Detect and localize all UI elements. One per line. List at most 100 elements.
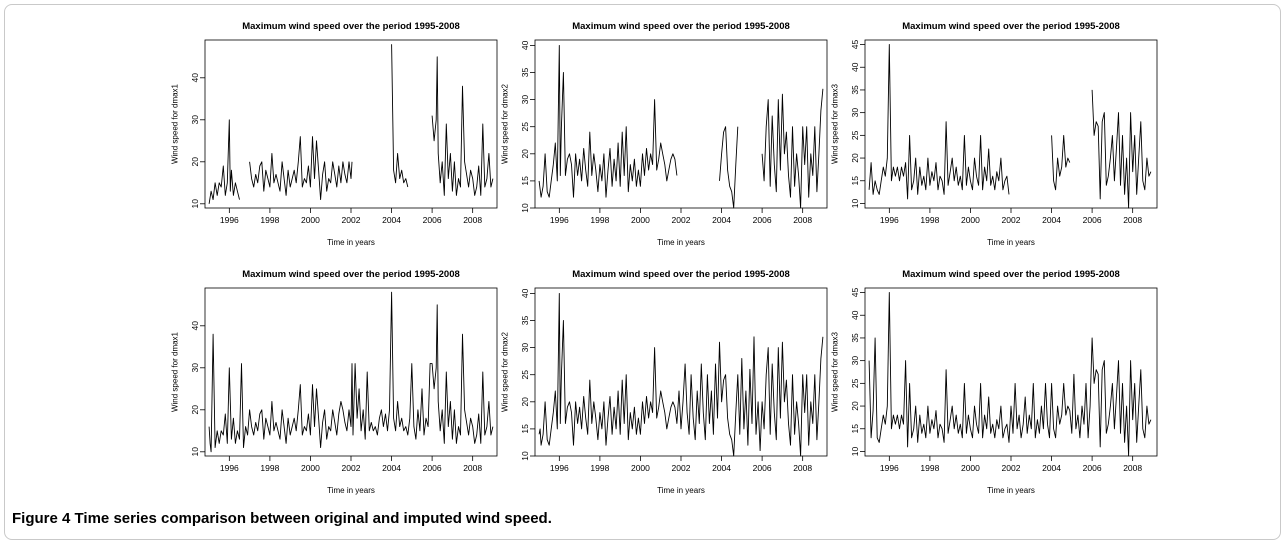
y-tick-label: 30 bbox=[850, 108, 860, 118]
x-tick-label: 2008 bbox=[1123, 463, 1142, 473]
series-line-segment-3 bbox=[1091, 89, 1152, 209]
chart-title: Maximum wind speed over the period 1995-… bbox=[572, 21, 790, 32]
y-tick-label: 20 bbox=[190, 405, 200, 415]
x-axis-label: Time in years bbox=[657, 238, 705, 247]
series-line-segment-4 bbox=[431, 56, 494, 196]
y-tick-label: 30 bbox=[520, 343, 530, 353]
chart-title: Maximum wind speed over the period 1995-… bbox=[902, 21, 1120, 32]
chart-panel-bottom-3: Maximum wind speed over the period 1995-… bbox=[831, 269, 1158, 495]
y-tick-label: 40 bbox=[850, 310, 860, 320]
x-tick-label: 2008 bbox=[463, 215, 482, 225]
y-tick-label: 30 bbox=[190, 115, 200, 125]
series-line-segment-2 bbox=[249, 136, 353, 201]
y-tick-label: 15 bbox=[520, 424, 530, 434]
y-tick-label: 10 bbox=[850, 198, 860, 208]
x-axis-label: Time in years bbox=[657, 486, 705, 495]
x-tick-label: 2006 bbox=[753, 463, 772, 473]
y-tick-label: 35 bbox=[520, 316, 530, 326]
caption-label: Figure 4 bbox=[12, 510, 71, 527]
y-axis-label: Wind speed for dmax3 bbox=[831, 83, 840, 164]
x-tick-label: 1996 bbox=[550, 463, 569, 473]
plot-frame bbox=[864, 39, 1158, 209]
x-tick-label: 2008 bbox=[793, 215, 812, 225]
figure-caption: Figure 4 Time series comparison between … bbox=[12, 510, 552, 527]
chart-title: Maximum wind speed over the period 1995-… bbox=[572, 269, 790, 280]
x-tick-label: 2004 bbox=[712, 215, 731, 225]
y-tick-label: 10 bbox=[190, 199, 200, 209]
x-tick-label: 1998 bbox=[260, 215, 279, 225]
x-tick-label: 1996 bbox=[880, 463, 899, 473]
y-tick-label: 40 bbox=[520, 288, 530, 298]
x-tick-label: 2002 bbox=[672, 463, 691, 473]
series-line-segment-1 bbox=[868, 292, 1152, 457]
y-tick-label: 20 bbox=[850, 401, 860, 411]
x-tick-label: 2004 bbox=[1042, 215, 1061, 225]
series-line-segment-1 bbox=[208, 291, 494, 453]
x-tick-label: 1998 bbox=[590, 215, 609, 225]
y-tick-label: 30 bbox=[190, 363, 200, 373]
x-tick-label: 2000 bbox=[631, 463, 650, 473]
series-line-segment-1 bbox=[538, 44, 678, 198]
y-tick-label: 40 bbox=[850, 62, 860, 72]
chart-title: Maximum wind speed over the period 1995-… bbox=[242, 269, 460, 280]
x-tick-label: 2000 bbox=[961, 463, 980, 473]
y-tick-label: 15 bbox=[520, 176, 530, 186]
caption-text: Time series comparison between original … bbox=[74, 510, 552, 527]
y-tick-label: 15 bbox=[850, 424, 860, 434]
y-tick-label: 40 bbox=[190, 321, 200, 331]
y-axis-label: Wind speed for dmax1 bbox=[171, 331, 180, 412]
x-tick-label: 2002 bbox=[1002, 463, 1021, 473]
x-tick-label: 1998 bbox=[920, 215, 939, 225]
y-axis-label: Wind speed for dmax2 bbox=[501, 83, 510, 164]
chart-panel-top-1: Maximum wind speed over the period 1995-… bbox=[171, 21, 498, 247]
chart-panel-top-2: Maximum wind speed over the period 1995-… bbox=[501, 21, 828, 247]
x-tick-label: 2006 bbox=[1083, 215, 1102, 225]
series-line-segment-1 bbox=[868, 44, 1010, 200]
chart-panel-bottom-2: Maximum wind speed over the period 1995-… bbox=[501, 269, 828, 495]
y-tick-label: 30 bbox=[520, 95, 530, 105]
y-tick-label: 45 bbox=[850, 40, 860, 50]
series-line-segment-2 bbox=[1051, 134, 1071, 191]
x-tick-label: 2000 bbox=[631, 215, 650, 225]
x-tick-label: 2008 bbox=[793, 463, 812, 473]
y-axis-label: Wind speed for dmax2 bbox=[501, 331, 510, 412]
y-tick-label: 25 bbox=[850, 130, 860, 140]
x-tick-label: 1996 bbox=[880, 215, 899, 225]
y-tick-label: 10 bbox=[850, 446, 860, 456]
chart-panel-top-3: Maximum wind speed over the period 1995-… bbox=[831, 21, 1158, 247]
x-tick-label: 2000 bbox=[301, 215, 320, 225]
x-tick-label: 2008 bbox=[463, 463, 482, 473]
plot-frame bbox=[864, 287, 1158, 457]
x-tick-label: 2004 bbox=[1042, 463, 1061, 473]
y-tick-label: 20 bbox=[520, 149, 530, 159]
y-tick-label: 10 bbox=[190, 447, 200, 457]
y-tick-label: 15 bbox=[850, 176, 860, 186]
x-tick-label: 2004 bbox=[382, 463, 401, 473]
y-tick-label: 25 bbox=[520, 370, 530, 380]
x-tick-label: 2006 bbox=[423, 463, 442, 473]
y-tick-label: 20 bbox=[190, 157, 200, 167]
y-axis-label: Wind speed for dmax3 bbox=[831, 331, 840, 412]
x-tick-label: 2002 bbox=[1002, 215, 1021, 225]
x-axis-label: Time in years bbox=[987, 238, 1035, 247]
chart-title: Maximum wind speed over the period 1995-… bbox=[902, 269, 1120, 280]
series-line-segment-3 bbox=[391, 44, 409, 188]
x-tick-label: 2000 bbox=[301, 463, 320, 473]
series-line-segment-1 bbox=[538, 292, 824, 457]
y-tick-label: 10 bbox=[520, 203, 530, 213]
x-tick-label: 2000 bbox=[961, 215, 980, 225]
figure-frame bbox=[4, 4, 1281, 540]
x-tick-label: 2004 bbox=[712, 463, 731, 473]
x-axis-label: Time in years bbox=[987, 486, 1035, 495]
y-tick-label: 40 bbox=[190, 73, 200, 83]
y-tick-label: 25 bbox=[850, 378, 860, 388]
y-tick-label: 20 bbox=[850, 153, 860, 163]
y-tick-label: 25 bbox=[520, 122, 530, 132]
x-tick-label: 2006 bbox=[753, 215, 772, 225]
y-tick-label: 35 bbox=[850, 333, 860, 343]
x-tick-label: 2006 bbox=[1083, 463, 1102, 473]
series-line-segment-2 bbox=[719, 126, 739, 209]
y-tick-label: 40 bbox=[520, 40, 530, 50]
y-tick-label: 45 bbox=[850, 288, 860, 298]
x-axis-label: Time in years bbox=[327, 486, 375, 495]
